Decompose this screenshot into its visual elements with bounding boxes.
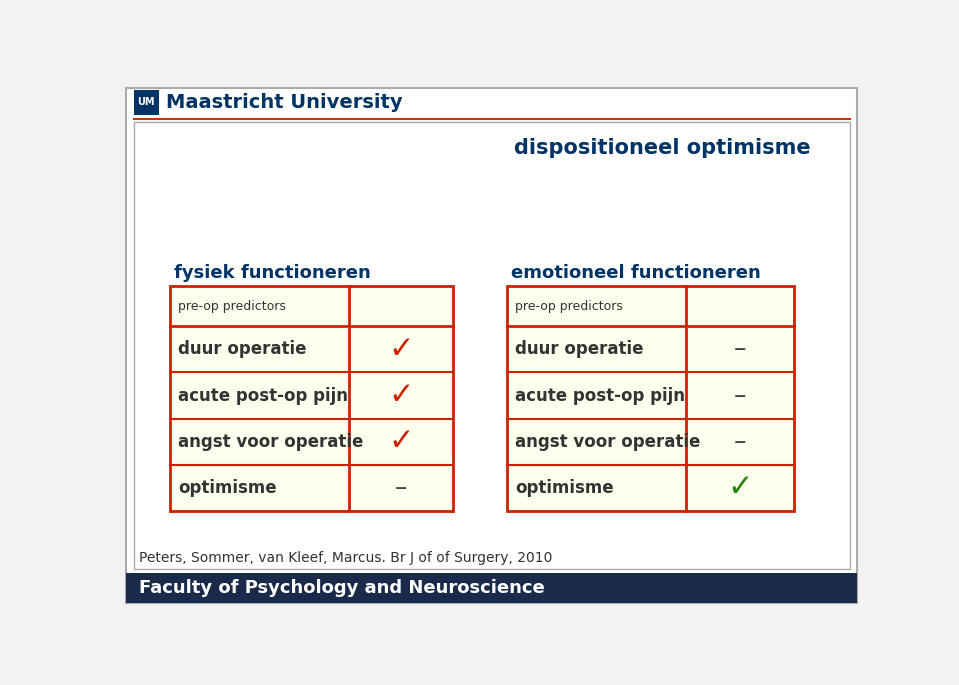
Text: UM: UM (137, 97, 155, 108)
Text: emotioneel functioneren: emotioneel functioneren (511, 264, 761, 282)
Text: acute post-op pijn: acute post-op pijn (178, 386, 348, 405)
Text: Peters, Sommer, van Kleef, Marcus. Br J of of Surgery, 2010: Peters, Sommer, van Kleef, Marcus. Br J … (139, 551, 552, 565)
Text: Maastricht University: Maastricht University (166, 92, 403, 112)
Text: ✓: ✓ (388, 335, 413, 364)
Text: pre-op predictors: pre-op predictors (515, 300, 623, 313)
Text: acute post-op pijn: acute post-op pijn (515, 386, 685, 405)
Text: pre-op predictors: pre-op predictors (178, 300, 286, 313)
Text: –: – (394, 476, 407, 500)
Text: fysiek functioneren: fysiek functioneren (175, 264, 371, 282)
Text: optimisme: optimisme (515, 479, 614, 497)
Bar (507, 286, 794, 511)
Bar (126, 573, 857, 603)
Text: optimisme: optimisme (178, 479, 276, 497)
Text: dispositioneel optimisme: dispositioneel optimisme (514, 138, 810, 158)
Text: Faculty of Psychology and Neuroscience: Faculty of Psychology and Neuroscience (139, 579, 545, 597)
Bar (134, 90, 158, 114)
Text: angst voor operatie: angst voor operatie (178, 433, 363, 451)
Text: –: – (734, 429, 746, 453)
Text: –: – (734, 384, 746, 408)
Bar (171, 286, 453, 511)
Bar (134, 122, 850, 569)
Text: duur operatie: duur operatie (178, 340, 307, 358)
Text: ✓: ✓ (727, 473, 753, 503)
Text: duur operatie: duur operatie (515, 340, 643, 358)
Text: angst voor operatie: angst voor operatie (515, 433, 700, 451)
Text: ✓: ✓ (388, 381, 413, 410)
Text: –: – (734, 338, 746, 362)
Text: ✓: ✓ (388, 427, 413, 456)
